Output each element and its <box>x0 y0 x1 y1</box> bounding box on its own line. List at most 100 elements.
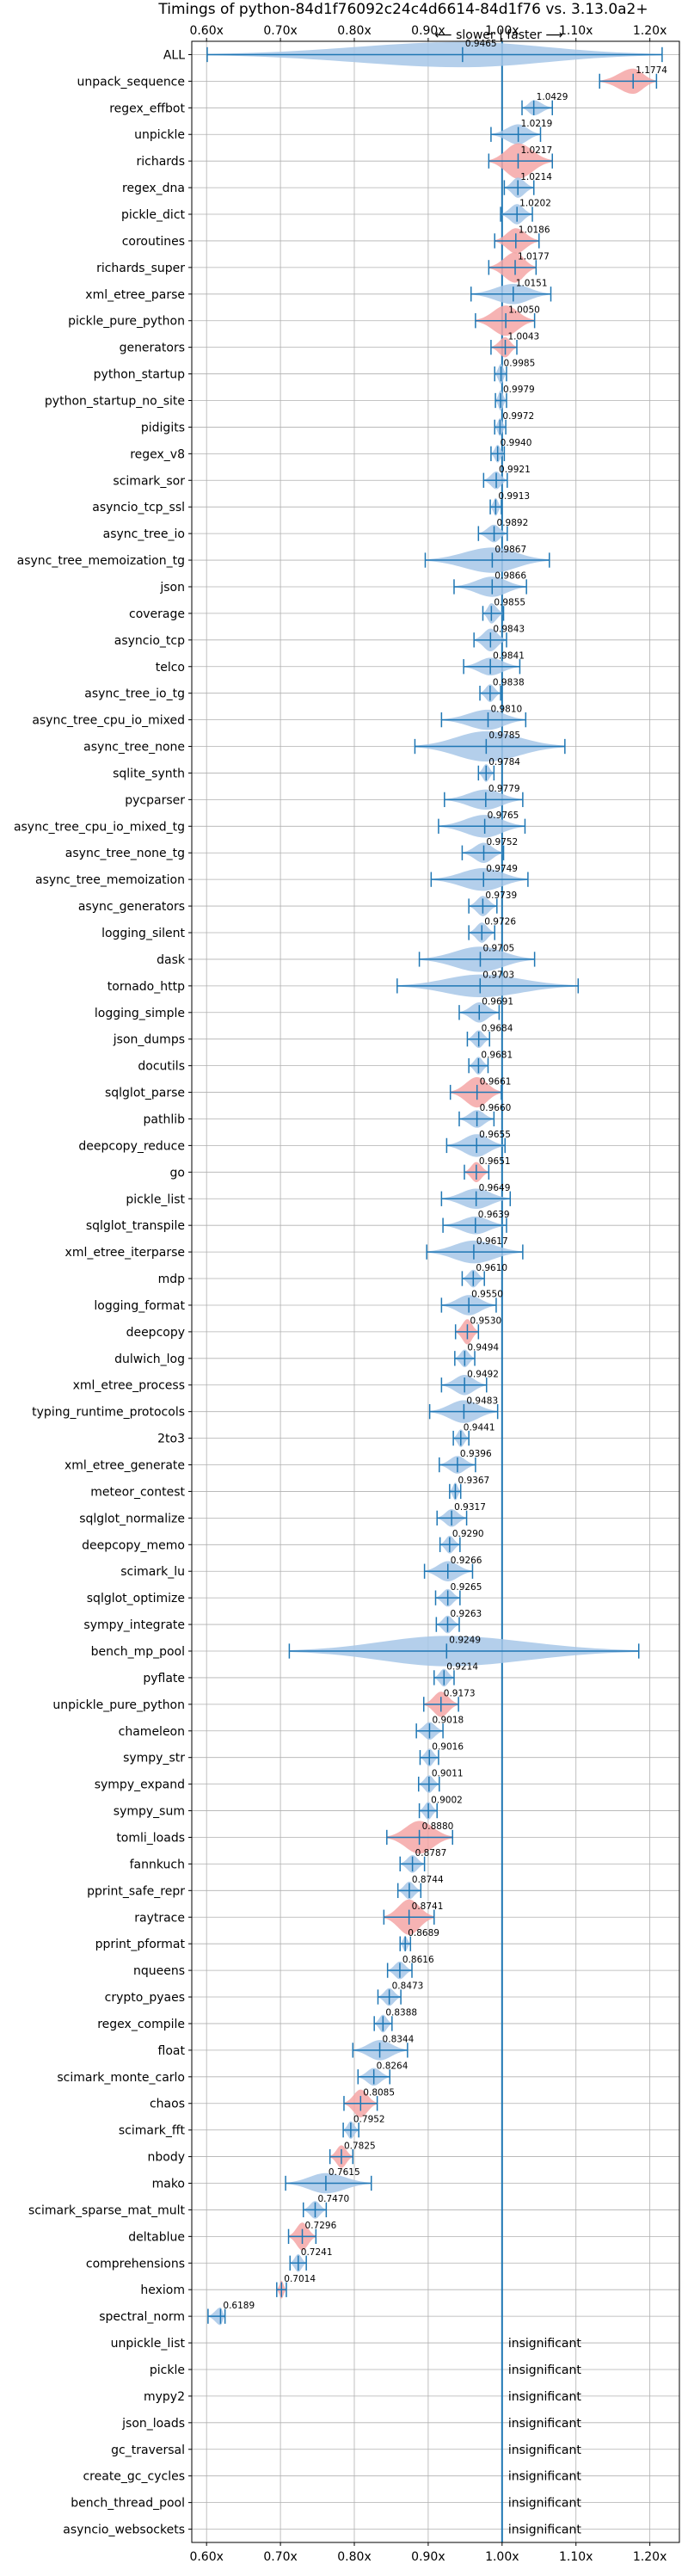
value-label: 0.8085 <box>363 2087 395 2098</box>
direction-label: ⟵ slower | faster ⟶ <box>435 28 563 42</box>
insignificant-label: insignificant <box>508 2470 582 2484</box>
benchmark-label: sympy_expand <box>95 1778 185 1792</box>
value-label: 0.9617 <box>476 1236 508 1247</box>
benchmark-label: pickle <box>150 2363 185 2377</box>
benchmark-label: spectral_norm <box>99 2310 185 2324</box>
value-label: 1.0050 <box>508 305 540 315</box>
benchmark-label: pidigits <box>141 421 185 434</box>
x-tick-label-bottom: 0.80x <box>337 2550 371 2564</box>
value-label: 0.9985 <box>504 358 536 368</box>
value-label: 0.9972 <box>502 411 534 422</box>
value-label: 0.9367 <box>458 1476 489 1486</box>
chart-title: Timings of python-84d1f76092c24c4d6614-8… <box>157 1 648 18</box>
x-tick-label-bottom: 1.10x <box>559 2550 593 2564</box>
benchmark-label: async_tree_io_tg <box>84 687 185 701</box>
value-label: 0.9705 <box>482 944 514 954</box>
value-label: 0.9779 <box>488 784 520 794</box>
value-label: 0.7952 <box>353 2114 385 2124</box>
value-label: 0.9979 <box>503 385 535 395</box>
value-label: 0.9494 <box>467 1343 499 1353</box>
insignificant-label: insignificant <box>508 2497 582 2511</box>
benchmark-label: meteor_contest <box>90 1485 185 1499</box>
value-label: 0.9752 <box>487 837 519 847</box>
benchmark-label: scimark_fft <box>119 2124 186 2138</box>
benchmark-label: docutils <box>138 1060 185 1074</box>
value-label: 0.9726 <box>484 917 516 927</box>
value-label: 0.8616 <box>402 1955 434 1965</box>
benchmark-label: richards_super <box>96 262 185 275</box>
benchmark-label: sympy_str <box>123 1752 185 1766</box>
value-label: 0.9465 <box>465 39 497 49</box>
benchmark-label: xml_etree_generate <box>64 1459 185 1473</box>
benchmark-label: deepcopy_memo <box>82 1538 185 1552</box>
value-label: 1.0214 <box>520 172 552 182</box>
benchmark-label: mypy2 <box>144 2390 185 2404</box>
x-tick-label-bottom: 1.00x <box>485 2550 519 2564</box>
benchmark-label: asyncio_websockets <box>63 2524 185 2537</box>
value-label: 0.9610 <box>476 1263 507 1273</box>
value-label: 1.0429 <box>537 92 568 102</box>
value-label: 0.9492 <box>467 1369 499 1379</box>
benchmark-label: xml_etree_iterparse <box>65 1246 185 1260</box>
benchmark-label: logging_format <box>94 1299 185 1313</box>
value-label: 0.9214 <box>446 1662 478 1673</box>
value-label: 0.9660 <box>480 1103 512 1113</box>
value-label: 0.8264 <box>377 2061 408 2072</box>
plot-frame <box>191 40 680 2543</box>
benchmark-label: json_loads <box>121 2417 185 2431</box>
benchmark-label: python_startup <box>94 368 185 382</box>
x-tick-label-bottom: 1.20x <box>633 2550 666 2564</box>
benchmark-label: comprehensions <box>86 2257 185 2271</box>
value-label: 0.9940 <box>501 438 532 448</box>
benchmark-label: regex_compile <box>97 2018 185 2031</box>
value-label: 0.8744 <box>412 1875 444 1885</box>
benchmark-label: chaos <box>150 2098 185 2111</box>
benchmark-label: pickle_pure_python <box>68 315 185 329</box>
benchmark-label: async_tree_none <box>83 741 185 755</box>
value-label: 0.8880 <box>422 1821 454 1832</box>
value-label: 0.9739 <box>485 891 517 901</box>
benchmark-label: xml_etree_process <box>73 1379 185 1393</box>
benchmark-label: unpack_sequence <box>77 75 185 89</box>
value-label: 0.9691 <box>482 997 513 1008</box>
x-tick-label-top: 0.60x <box>189 24 223 38</box>
value-label: 0.8473 <box>392 1981 424 1992</box>
benchmark-label: logging_simple <box>95 1007 185 1020</box>
benchmark-label: mako <box>152 2178 185 2191</box>
value-label: 0.9290 <box>452 1529 484 1539</box>
value-label: 0.9703 <box>482 971 514 981</box>
benchmark-label: bench_thread_pool <box>71 2497 185 2511</box>
benchmark-label: mdp <box>158 1273 186 1286</box>
benchmark-label: python_startup_no_site <box>45 394 185 408</box>
insignificant-label: insignificant <box>508 2524 582 2537</box>
benchmark-label: fannkuch <box>130 1858 185 1871</box>
value-label: 0.7825 <box>344 2141 376 2151</box>
benchmark-label: json_dumps <box>113 1033 185 1047</box>
benchmark-label: scimark_sor <box>113 474 185 488</box>
benchmark-label: async_tree_io <box>103 527 185 541</box>
value-label: 0.8741 <box>412 1901 444 1912</box>
x-tick-label-top: 0.90x <box>411 24 445 38</box>
benchmark-label: pycparser <box>125 793 185 807</box>
benchmark-label: create_gc_cycles <box>83 2470 185 2484</box>
benchmark-label: generators <box>120 342 185 355</box>
value-label: 0.9530 <box>470 1316 501 1327</box>
benchmark-label: raytrace <box>134 1911 185 1925</box>
value-label: 0.9173 <box>444 1689 476 1699</box>
benchmark-label: tornado_http <box>108 980 185 994</box>
benchmark-label: pprint_pformat <box>95 1938 186 1951</box>
benchmark-label: float <box>158 2044 186 2058</box>
benchmark-label: go <box>170 1166 185 1180</box>
x-tick-label-top: 1.10x <box>559 24 593 38</box>
benchmark-label: async_tree_memoization <box>35 873 185 887</box>
benchmark-label: async_generators <box>78 900 185 914</box>
value-label: 0.9765 <box>488 810 519 821</box>
value-label: 1.0177 <box>518 252 550 262</box>
value-label: 0.9002 <box>431 1795 463 1805</box>
value-label: 1.0186 <box>519 225 550 236</box>
benchmark-label: pickle_dict <box>121 208 186 222</box>
benchmark-label: richards <box>137 155 186 169</box>
benchmark-label: sympy_sum <box>114 1805 185 1819</box>
value-label: 1.0043 <box>508 331 540 342</box>
benchmark-label: pathlib <box>144 1112 186 1126</box>
